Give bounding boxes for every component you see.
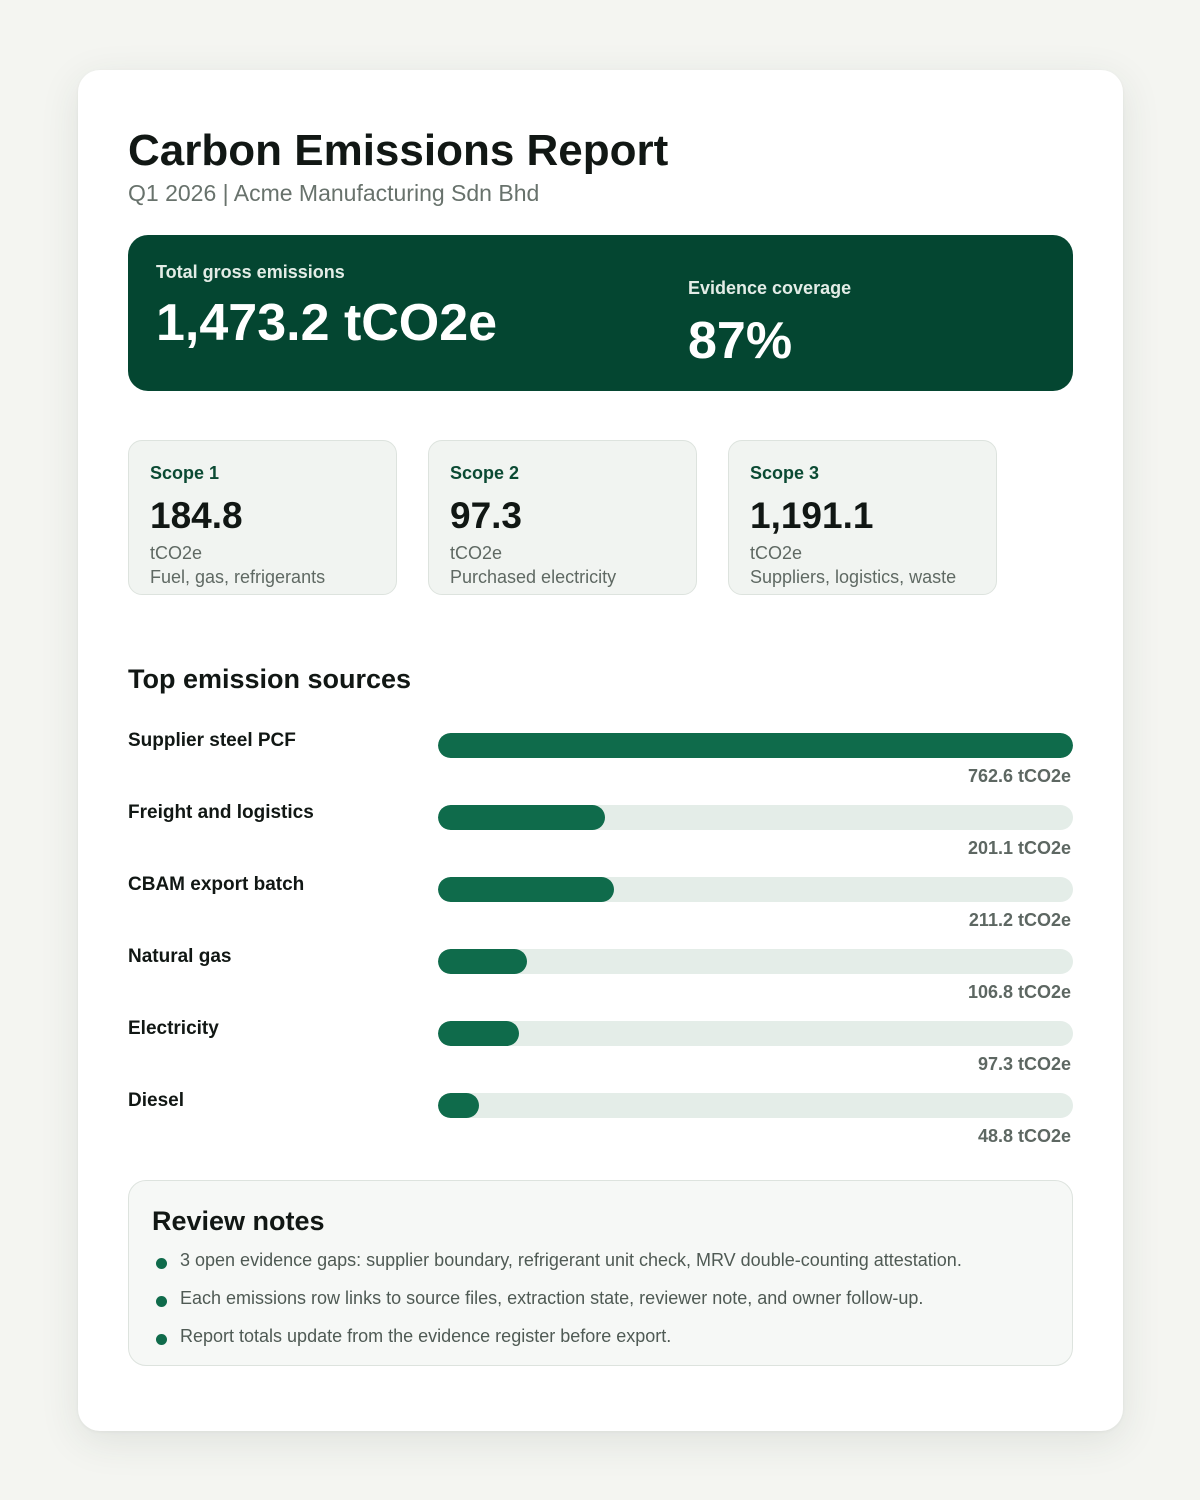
evidence-coverage-value: 87% [688,312,793,370]
summary-banner: Total gross emissions 1,473.2 tCO2e Evid… [128,235,1073,391]
source-bar-track [438,877,1073,902]
total-emissions-label: Total gross emissions [156,262,345,282]
note-text: Each emissions row links to source files… [180,1288,924,1308]
scope-card-2: Scope 2 97.3 tCO2e Purchased electricity [428,440,697,595]
source-value: 211.2 tCO2e [968,910,1071,930]
source-label: Electricity [128,1018,219,1039]
source-bar-fill [438,1093,479,1118]
scope-value: 184.8 [150,495,243,536]
sources-section-title: Top emission sources [128,664,412,694]
source-bar-fill [438,733,1073,758]
source-row-natural-gas: Natural gas 106.8 tCO2e [128,946,1073,1006]
source-bar-track [438,1021,1073,1046]
report-card: Carbon Emissions Report Q1 2026 | Acme M… [78,70,1123,1431]
source-bar-track [438,733,1073,758]
source-label: CBAM export batch [128,874,305,895]
source-label: Natural gas [128,946,232,967]
scope-unit: tCO2e [750,543,803,563]
source-bar-fill [438,877,614,902]
source-bar-fill [438,805,606,830]
source-value: 762.6 tCO2e [967,766,1071,786]
scope-card-1: Scope 1 184.8 tCO2e Fuel, gas, refrigera… [128,440,397,595]
source-bar-track [438,805,1073,830]
scope-unit: tCO2e [450,543,503,563]
scope-label: Scope 2 [450,463,520,483]
source-label: Freight and logistics [128,802,314,823]
source-value: 201.1 tCO2e [967,838,1071,858]
bullet-dot-icon [156,1334,167,1345]
source-row-supplier-steel: Supplier steel PCF 762.6 tCO2e [128,730,1073,790]
report-subtitle: Q1 2026 | Acme Manufacturing Sdn Bhd [128,180,540,206]
source-label: Diesel [128,1090,184,1111]
source-bar-track [438,949,1073,974]
scope-value: 1,191.1 [750,495,874,536]
source-row-cbam: CBAM export batch 211.2 tCO2e [128,874,1073,934]
source-bar-fill [438,1021,520,1046]
note-text: Report totals update from the evidence r… [180,1326,672,1346]
scope-description: Fuel, gas, refrigerants [150,567,326,587]
source-row-freight: Freight and logistics 201.1 tCO2e [128,802,1073,862]
evidence-coverage-label: Evidence coverage [688,278,852,298]
total-emissions-value: 1,473.2 tCO2e [156,294,498,352]
source-row-electricity: Electricity 97.3 tCO2e [128,1018,1073,1078]
source-bar-fill [438,949,527,974]
scope-value: 97.3 [450,495,523,536]
scope-card-3: Scope 3 1,191.1 tCO2e Suppliers, logisti… [728,440,997,595]
page-title: Carbon Emissions Report [128,126,669,175]
source-value: 48.8 tCO2e [977,1126,1071,1146]
scope-label: Scope 1 [150,463,220,483]
source-value: 106.8 tCO2e [967,982,1071,1002]
scope-description: Suppliers, logistics, waste [750,567,957,587]
source-label: Supplier steel PCF [128,730,296,751]
bullet-dot-icon [156,1296,167,1307]
source-bar-track [438,1093,1073,1118]
scope-label: Scope 3 [750,463,820,483]
source-row-diesel: Diesel 48.8 tCO2e [128,1090,1073,1150]
review-notes-panel: Review notes 3 open evidence gaps: suppl… [128,1180,1073,1366]
scope-description: Purchased electricity [450,567,617,587]
note-text: 3 open evidence gaps: supplier boundary,… [180,1250,962,1270]
source-value: 97.3 tCO2e [977,1054,1071,1074]
review-notes-title: Review notes [152,1206,325,1236]
bullet-dot-icon [156,1258,167,1269]
scope-unit: tCO2e [150,543,203,563]
